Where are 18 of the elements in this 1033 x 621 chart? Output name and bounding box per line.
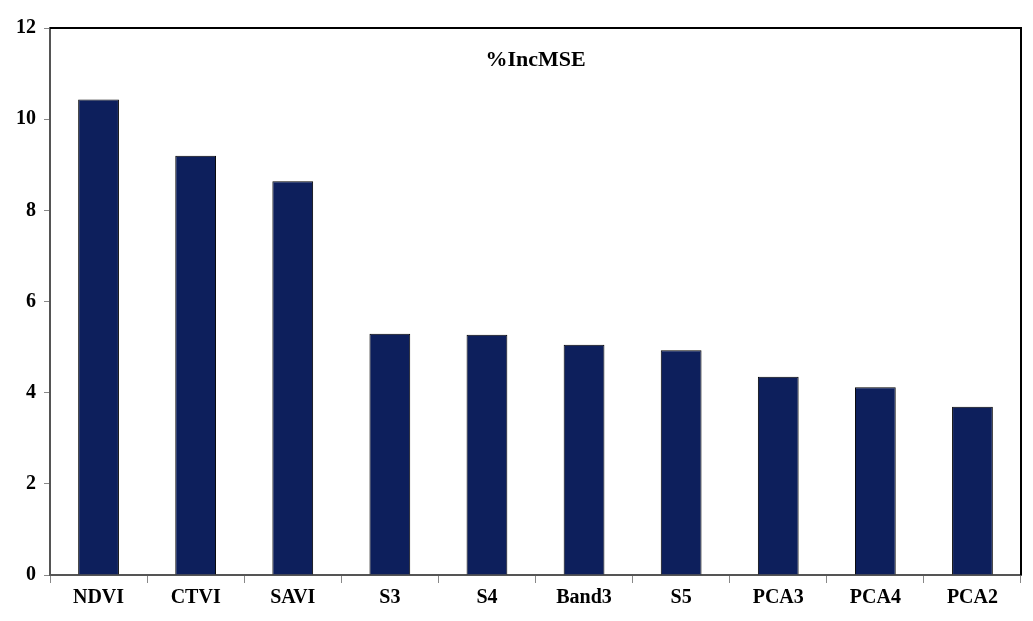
y-tick-label: 10 <box>16 106 36 129</box>
x-tick-label: PCA2 <box>946 585 998 608</box>
x-tick-label: SAVI <box>270 585 316 608</box>
x-tick-label: PCA3 <box>752 585 804 608</box>
text: %IncMSE <box>485 45 586 71</box>
x-tick-label: S3 <box>379 585 401 608</box>
x-tick-label: NDVI <box>72 585 125 608</box>
y-tick-label: 2 <box>26 471 36 494</box>
x-tick-label: S5 <box>670 585 692 608</box>
x-tick-label: S4 <box>476 585 498 608</box>
y-tick-label: 4 <box>26 379 36 402</box>
y-tick-label: 6 <box>26 288 36 311</box>
y-tick-label: 0 <box>26 562 36 585</box>
x-tick-label: Band3 <box>556 585 612 608</box>
y-tick-label: 12 <box>16 15 36 38</box>
x-tick-label: PCA4 <box>849 585 901 608</box>
x-tick-label: CTVI <box>170 585 221 608</box>
y-tick-label: 8 <box>26 197 36 220</box>
